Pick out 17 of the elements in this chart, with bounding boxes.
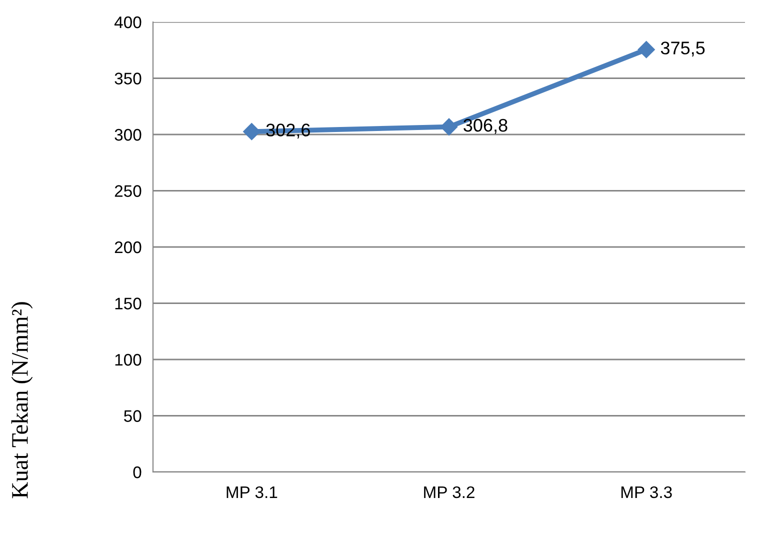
y-tick-label: 50 (124, 410, 142, 422)
y-tick-label: 250 (114, 185, 142, 197)
y-tick-label: 350 (114, 72, 142, 84)
y-tick-label: 200 (114, 241, 142, 254)
x-tick-label: MP 3.1 (226, 486, 278, 498)
y-tick-label: 300 (114, 128, 142, 141)
point (638, 41, 655, 58)
x-tick-label: MP 3.2 (424, 486, 474, 498)
y-tick-label: 0 (133, 466, 142, 478)
y-tick-label: 400 (114, 16, 142, 28)
y-tick-label: 100 (115, 354, 142, 366)
y-axis-title: Kuat Tekan (N/mm²) (11, 302, 33, 498)
point (243, 123, 260, 140)
data-label: 306,8 (464, 118, 508, 134)
x-tick-label: MP 3.3 (621, 486, 672, 498)
data-label: 375,5 (660, 42, 705, 57)
y-tick-label: 150 (115, 298, 142, 310)
